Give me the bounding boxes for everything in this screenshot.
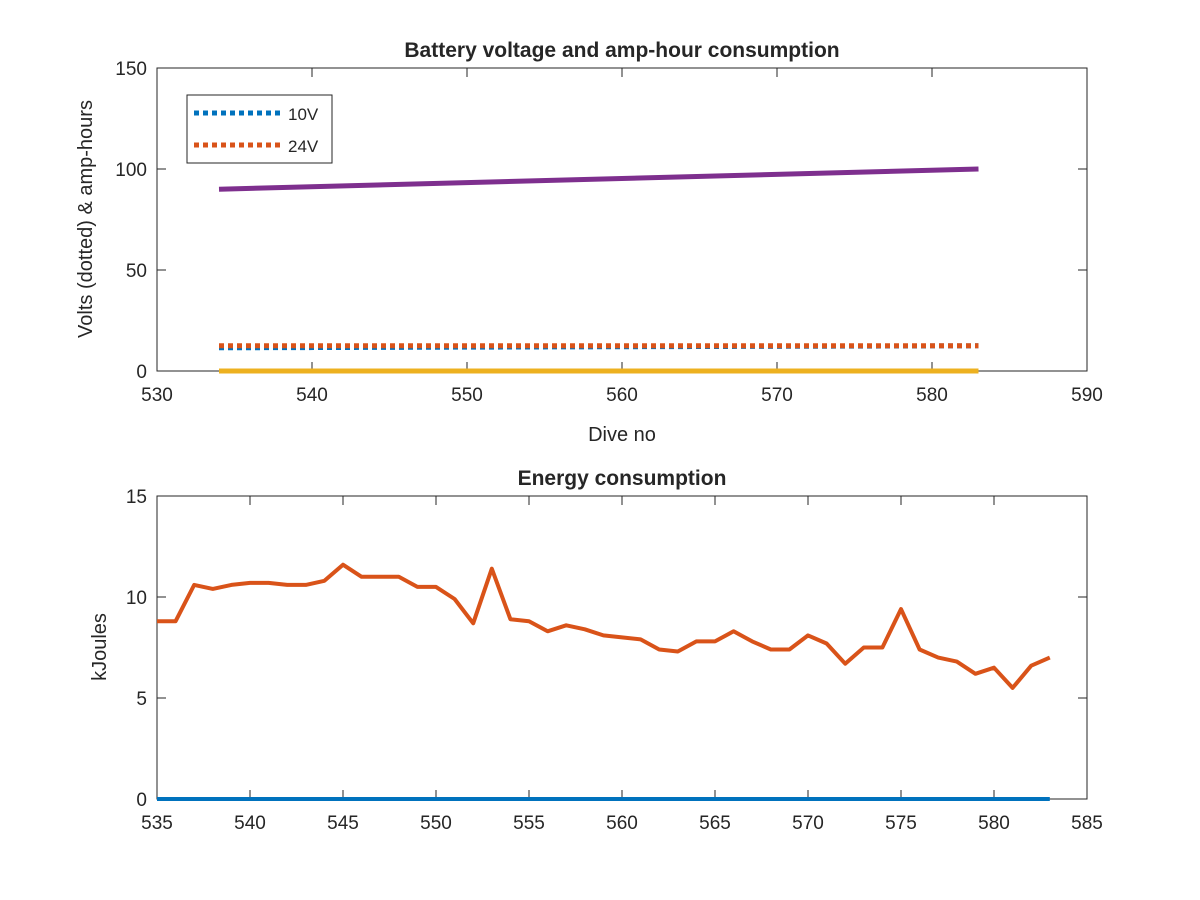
x-tick-label: 560 bbox=[606, 385, 638, 406]
chart-voltage-amphours: Battery voltage and amp-hour consumption… bbox=[75, 39, 1103, 446]
y-tick-label: 100 bbox=[115, 160, 147, 181]
chart-title-bottom: Energy consumption bbox=[518, 467, 727, 490]
x-tick-label: 580 bbox=[978, 813, 1010, 834]
x-tick-label: 545 bbox=[327, 813, 359, 834]
series-line-0-2 bbox=[218, 166, 979, 192]
series-line-1-0 bbox=[157, 562, 1051, 690]
legend-label-10v: 10V bbox=[288, 105, 319, 124]
x-tick-label: 540 bbox=[234, 813, 266, 834]
y-tick-label: 0 bbox=[136, 790, 147, 811]
x-tick-label: 535 bbox=[141, 813, 173, 834]
y-tick-label: 10 bbox=[126, 588, 147, 609]
legend-box bbox=[186, 94, 333, 164]
y-tick-label: 5 bbox=[136, 689, 147, 710]
x-tick-label: 570 bbox=[761, 385, 793, 406]
y-tick-label: 50 bbox=[126, 261, 147, 282]
plot-area-bottom bbox=[156, 495, 1088, 800]
x-tick-label: 585 bbox=[1071, 813, 1103, 834]
chart-energy-consumption: Energy consumption 535 540 545 550 555 560 565… bbox=[89, 467, 1103, 834]
x-tick-label: 550 bbox=[420, 813, 452, 834]
x-tick-label: 560 bbox=[606, 813, 638, 834]
x-tick-label: 555 bbox=[513, 813, 545, 834]
y-axis-label-top: Volts (dotted) & amp-hours bbox=[75, 100, 97, 338]
chart-title-top: Battery voltage and amp-hour consumption bbox=[404, 39, 839, 62]
y-axis-label-bottom: kJoules bbox=[89, 613, 111, 681]
x-tick-label: 575 bbox=[885, 813, 917, 834]
x-tick-label: 565 bbox=[699, 813, 731, 834]
x-tick-label: 570 bbox=[792, 813, 824, 834]
legend: 10V 24V bbox=[186, 94, 333, 164]
y-tick-label: 0 bbox=[136, 362, 147, 383]
y-tick-label: 150 bbox=[115, 59, 147, 80]
legend-label-24v: 24V bbox=[288, 137, 319, 156]
x-tick-label: 590 bbox=[1071, 385, 1103, 406]
x-tick-label: 550 bbox=[451, 385, 483, 406]
x-tick-label: 580 bbox=[916, 385, 948, 406]
x-axis-label-top: Dive no bbox=[588, 424, 656, 446]
y-tick-label: 15 bbox=[126, 487, 147, 508]
x-tick-label: 540 bbox=[296, 385, 328, 406]
x-tick-label: 530 bbox=[141, 385, 173, 406]
